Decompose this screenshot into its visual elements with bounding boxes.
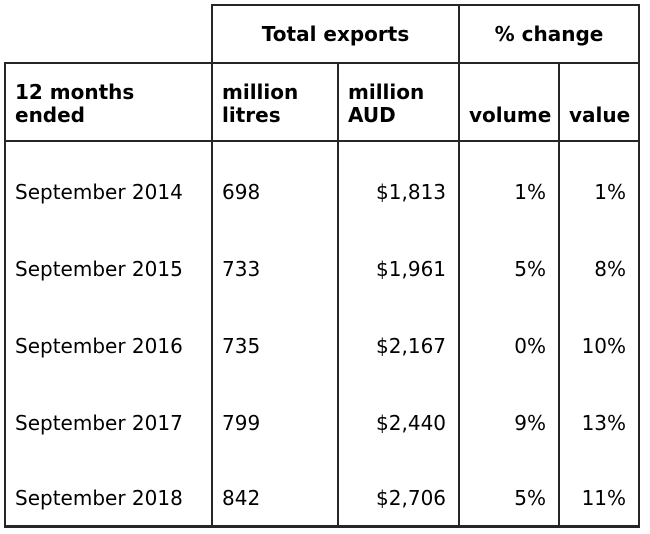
cell-value-change: 11% (558, 449, 641, 528)
cell-period: September 2014 (4, 141, 213, 218)
cell-aud: $2,440 (336, 372, 461, 449)
cell-volume-change: 5% (458, 218, 561, 295)
group-header-row: Total exports % change (5, 4, 641, 64)
cell-value-change: 1% (558, 141, 641, 218)
cell-litres: 799 (211, 372, 339, 449)
cell-value-change: 10% (558, 295, 641, 372)
cell-litres: 842 (211, 449, 339, 528)
cell-volume-change: 5% (458, 449, 561, 528)
col-header-million-aud: million AUD (336, 62, 461, 142)
cell-period: September 2016 (4, 295, 213, 372)
cell-aud: $1,813 (336, 141, 461, 218)
table-row: September 2014 698 $1,813 1% 1% (4, 141, 641, 218)
col-header-volume: volume (458, 62, 561, 142)
cell-period: September 2018 (4, 449, 213, 528)
cell-litres: 735 (211, 295, 339, 372)
cell-period: September 2015 (4, 218, 213, 295)
cell-aud: $1,961 (336, 218, 461, 295)
cell-volume-change: 1% (458, 141, 561, 218)
cell-litres: 733 (211, 218, 339, 295)
blank-corner-cell (5, 5, 212, 63)
exports-table: Total exports % change 12 months ended m… (4, 4, 641, 528)
column-header-row: 12 months ended million litres million A… (4, 62, 641, 142)
table-row: September 2017 799 $2,440 9% 13% (4, 372, 641, 449)
table-row: September 2015 733 $1,961 5% 8% (4, 218, 641, 295)
col-header-million-litres: million litres (211, 62, 339, 142)
cell-volume-change: 0% (458, 295, 561, 372)
table-row: September 2016 735 $2,167 0% 10% (4, 295, 641, 372)
cell-litres: 698 (211, 141, 339, 218)
cell-period: September 2017 (4, 372, 213, 449)
cell-volume-change: 9% (458, 372, 561, 449)
group-header-pct-change: % change (458, 4, 641, 64)
cell-aud: $2,706 (336, 449, 461, 528)
group-header-total-exports: Total exports (210, 4, 461, 64)
col-header-value: value (558, 62, 641, 142)
cell-value-change: 13% (558, 372, 641, 449)
col-header-period: 12 months ended (4, 62, 213, 142)
table-row: September 2018 842 $2,706 5% 11% (4, 449, 641, 528)
cell-aud: $2,167 (336, 295, 461, 372)
cell-value-change: 8% (558, 218, 641, 295)
